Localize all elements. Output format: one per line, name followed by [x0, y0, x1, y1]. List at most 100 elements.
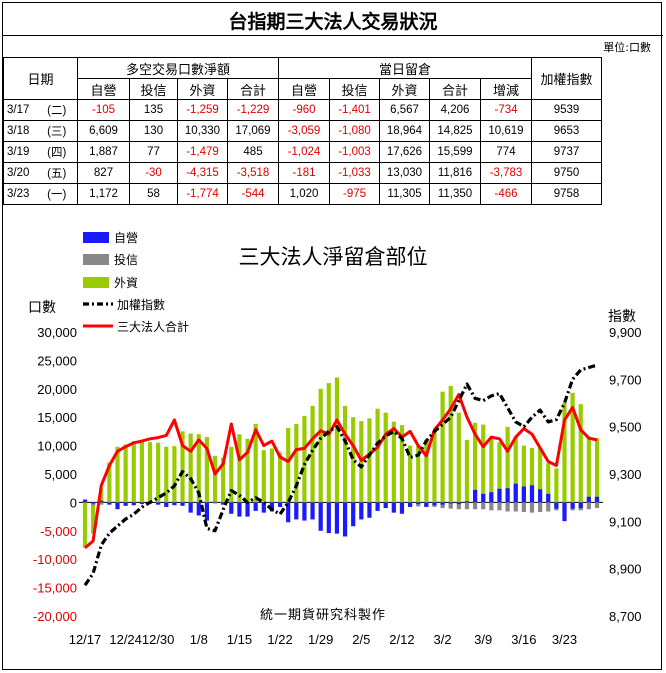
bar-prop [456, 502, 461, 505]
bar-prop [367, 502, 372, 518]
row-date: 3/20 [3, 162, 37, 184]
right-tick-label: 9,100 [609, 514, 642, 529]
bar-trust [521, 502, 526, 513]
legend-label: 三大法人合計 [117, 319, 189, 334]
bar-trust [594, 502, 600, 509]
cell: 9758 [531, 183, 602, 205]
bar-prop [448, 502, 453, 504]
cell: 11,816 [429, 162, 481, 184]
bar-trust [529, 502, 535, 513]
bar-foreign [286, 427, 291, 503]
left-tick-label: 10,000 [37, 439, 77, 454]
bar-foreign [269, 448, 275, 503]
cell: -1,080 [329, 120, 380, 142]
row-weekday: (五) [36, 162, 78, 184]
x-tick-label: 12/30 [142, 632, 175, 647]
bar-prop [107, 502, 112, 505]
bar-prop [123, 502, 128, 506]
x-axis: 12/17 12/24 12/30 1/8 1/15 1/22 1/29 2/5 2/12 3/2… [69, 632, 577, 647]
bar-prop [139, 502, 144, 505]
x-tick-label: 3/23 [552, 632, 577, 647]
bar-foreign [521, 445, 526, 503]
bar-foreign [334, 377, 340, 503]
bar-foreign [115, 446, 120, 503]
bar-prop [164, 502, 169, 507]
watermark-credit: 統一期貨研究科製作 [260, 607, 386, 623]
bar-trust [91, 502, 96, 506]
bar-prop [310, 502, 315, 520]
right-tick-label: 9,300 [609, 467, 642, 482]
bar-prop [505, 488, 510, 503]
bar-foreign [82, 502, 88, 548]
bar-prop [440, 502, 445, 505]
bar-foreign [277, 452, 283, 503]
bar-trust [212, 502, 218, 504]
bar-foreign [407, 445, 413, 503]
right-tick-label: 8,900 [609, 562, 642, 577]
left-tick-label: 20,000 [37, 382, 77, 397]
subheader-0: 自營 [77, 78, 130, 100]
left-tick-label: -5,000 [40, 524, 77, 539]
bar-prop [334, 502, 340, 534]
bar-trust [481, 502, 486, 510]
left-tick-label: 25,000 [37, 353, 77, 368]
left-tick-label: 15,000 [37, 410, 77, 425]
header-index: 加權指數 [531, 57, 602, 100]
bar-prop [586, 496, 591, 503]
bar-foreign [180, 431, 185, 503]
bar-foreign [229, 446, 234, 503]
bar-trust [448, 502, 453, 509]
bar-foreign [253, 424, 258, 503]
bar-prop [554, 502, 559, 509]
bar-trust [472, 502, 478, 510]
line-group [83, 363, 598, 587]
legend-swatch-foreign [83, 277, 109, 288]
cell: -734 [480, 99, 532, 121]
bar-foreign [156, 442, 161, 503]
bar-prop [294, 502, 299, 520]
bar-foreign [594, 438, 600, 503]
bar-foreign [481, 424, 486, 503]
bar-prop [172, 502, 177, 506]
bar-foreign [464, 439, 470, 503]
bar-foreign [196, 434, 201, 503]
bar-prop [383, 502, 388, 509]
bar-foreign [562, 403, 567, 503]
right-tick-label: 9,900 [609, 325, 642, 340]
bar-foreign [131, 441, 136, 503]
subheader-2: 外資 [177, 78, 228, 100]
bar-foreign [91, 502, 96, 534]
bar-foreign [570, 392, 575, 503]
bar-foreign [302, 416, 307, 503]
cell: 485 [227, 141, 279, 163]
bar-prop [375, 502, 380, 511]
x-tick-label: 12/24 [109, 632, 142, 647]
bar-foreign [107, 462, 112, 503]
bar-prop [82, 499, 88, 503]
bar-prop [318, 502, 323, 531]
bar-prop [245, 502, 250, 517]
right-tick-label: 8,700 [609, 609, 642, 624]
bar-prop [391, 502, 396, 513]
bar-foreign [147, 442, 153, 503]
report-title: 台指期三大法人交易狀況 [228, 11, 438, 33]
bar-foreign [538, 447, 543, 503]
table-row: 3/18 (三) 6,609 130 10,330 17,069 -3,059 -1,080 1… [3, 120, 602, 142]
bar-prop [521, 486, 526, 503]
bar-trust [464, 502, 470, 510]
cell: -1,401 [329, 99, 380, 121]
header-open-interest: 當日留倉 [278, 57, 532, 79]
cell: 4,206 [429, 99, 481, 121]
cell: 11,350 [429, 183, 481, 205]
table-row: 3/17 (二) -105 135 -1,259 -1,229 -960 -1,401 6,56… [3, 99, 602, 121]
bar-prop [115, 502, 120, 510]
bar-prop [302, 502, 307, 521]
bar-foreign [123, 444, 128, 503]
line-total [84, 393, 598, 549]
net-open-interest-chart: 30,000 25,000 20,000 15,000 10,000 5,000 0 -5,0… [28, 231, 642, 647]
left-axis-label: 口數 [28, 300, 56, 316]
bar-trust [416, 502, 421, 507]
unit-label: 單位:口數 [603, 41, 651, 54]
bar-foreign [554, 468, 559, 503]
bar-prop [212, 501, 218, 503]
